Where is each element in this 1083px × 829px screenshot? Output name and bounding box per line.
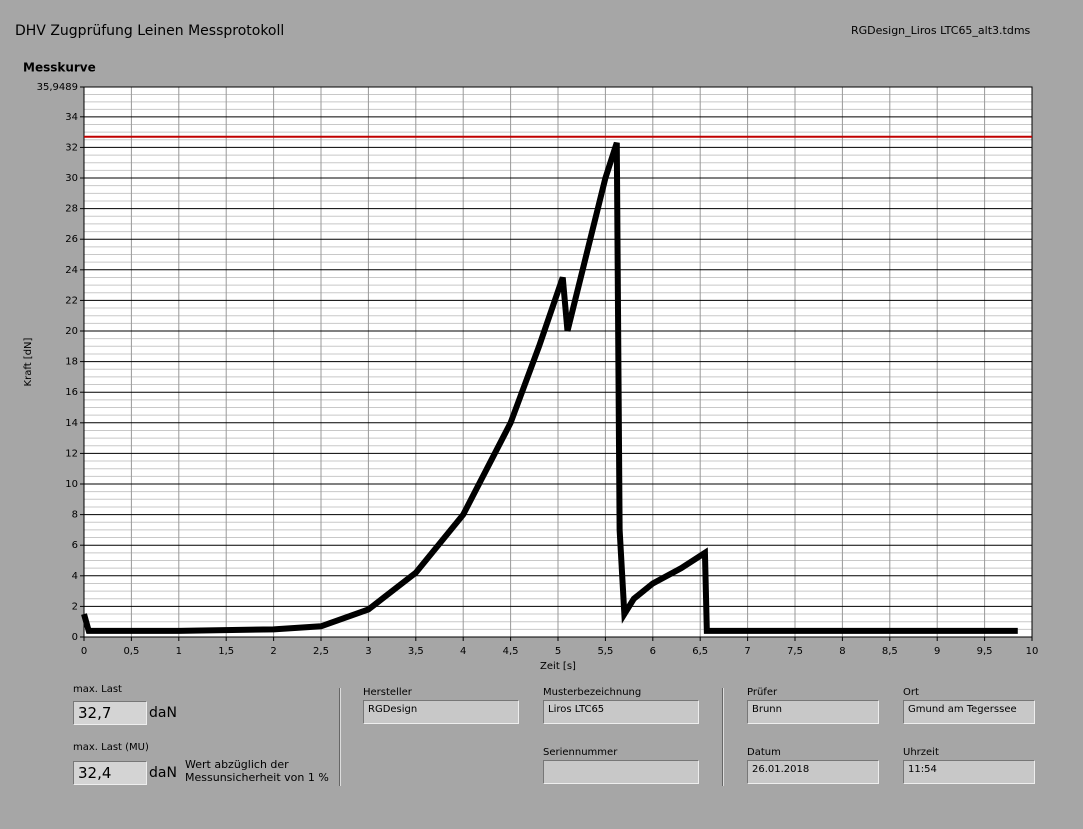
file-name: RGDesign_Liros LTC65_alt3.tdms xyxy=(851,24,1031,37)
x-tick-label: 7,5 xyxy=(787,646,803,657)
y-tick-label: 24 xyxy=(65,265,78,276)
field-box: Liros LTC65 xyxy=(543,700,699,724)
chart-title: Messkurve xyxy=(23,61,96,75)
y-tick-label: 0 xyxy=(72,632,78,643)
field-label: Hersteller xyxy=(363,687,412,698)
x-tick-label: 4 xyxy=(460,646,466,657)
x-tick-label: 5,5 xyxy=(597,646,613,657)
y-tick-label: 2 xyxy=(72,601,78,612)
x-tick-label: 0 xyxy=(81,646,87,657)
x-tick-label: 8,5 xyxy=(882,646,898,657)
y-tick-label: 18 xyxy=(65,357,78,368)
y-tick-label: 28 xyxy=(65,204,78,215)
x-tick-label: 5 xyxy=(555,646,561,657)
window-title: DHV Zugprüfung Leinen Messprotokoll xyxy=(15,23,285,39)
x-tick-label: 2,5 xyxy=(313,646,329,657)
x-tick-label: 3 xyxy=(365,646,371,657)
x-tick-label: 9 xyxy=(934,646,940,657)
field-label: Musterbezeichnung xyxy=(543,687,642,698)
y-tick-label: 16 xyxy=(65,387,78,398)
chart: Messkurve Zeit [s] Kraft [dN] 0 0,5 1 1,5 2 2… xyxy=(23,61,1039,673)
field-box xyxy=(543,760,699,784)
field-label: Prüfer xyxy=(747,687,778,698)
field-label: Seriennummer xyxy=(543,747,618,758)
field-label: max. Last (MU) xyxy=(73,742,149,753)
field-box: RGDesign xyxy=(363,700,519,724)
y-tick-label: 34 xyxy=(65,112,78,123)
note: Wert abzüglich der xyxy=(185,758,289,771)
x-tick-label: 10 xyxy=(1026,646,1039,657)
y-tick-label: 35,9489 xyxy=(37,82,78,93)
y-tick-label: 8 xyxy=(72,510,78,521)
x-tick-label: 8 xyxy=(839,646,845,657)
y-tick-label: 32 xyxy=(65,142,78,153)
field-label: Datum xyxy=(747,747,781,758)
y-tick-label: 30 xyxy=(65,173,78,184)
plot-frame xyxy=(83,86,1033,638)
x-tick-label: 4,5 xyxy=(503,646,519,657)
x-tick-label: 3,5 xyxy=(408,646,424,657)
x-tick-label: 2 xyxy=(270,646,276,657)
value-box: 32,4 xyxy=(73,761,147,785)
x-axis-label: Zeit [s] xyxy=(540,661,576,672)
field-box: Brunn xyxy=(747,700,879,724)
force-curve xyxy=(81,141,1018,634)
y-tick-label: 26 xyxy=(65,234,78,245)
note: Messunsicherheit von 1 % xyxy=(185,771,329,784)
x-tick-label: 0,5 xyxy=(123,646,139,657)
y-tick-label: 14 xyxy=(65,418,78,429)
x-tick-label: 6 xyxy=(650,646,656,657)
value-box: 32,7 xyxy=(73,701,147,725)
x-tick-label: 1 xyxy=(176,646,182,657)
y-tick-label: 20 xyxy=(65,326,78,337)
unit: daN xyxy=(149,765,177,781)
field-box: 11:54 xyxy=(903,760,1035,784)
y-tick-label: 6 xyxy=(72,540,78,551)
field-label: Ort xyxy=(903,687,919,698)
y-tick-label: 12 xyxy=(65,448,78,459)
y-tick-label: 10 xyxy=(65,479,78,490)
y-tick-label: 22 xyxy=(65,295,78,306)
x-tick-label: 7 xyxy=(744,646,750,657)
y-tick-label: 4 xyxy=(72,571,78,582)
x-tick-label: 6,5 xyxy=(692,646,708,657)
x-tick-label: 9,5 xyxy=(977,646,993,657)
field-box: 26.01.2018 xyxy=(747,760,879,784)
x-tick-label: 1,5 xyxy=(218,646,234,657)
y-axis-label: Kraft [dN] xyxy=(23,337,34,386)
field-label: Uhrzeit xyxy=(903,747,939,758)
field-box: Gmund am Tegerssee xyxy=(903,700,1035,724)
separator xyxy=(722,688,724,786)
separator xyxy=(339,688,341,786)
field-label: max. Last xyxy=(73,684,122,695)
unit: daN xyxy=(149,705,177,721)
